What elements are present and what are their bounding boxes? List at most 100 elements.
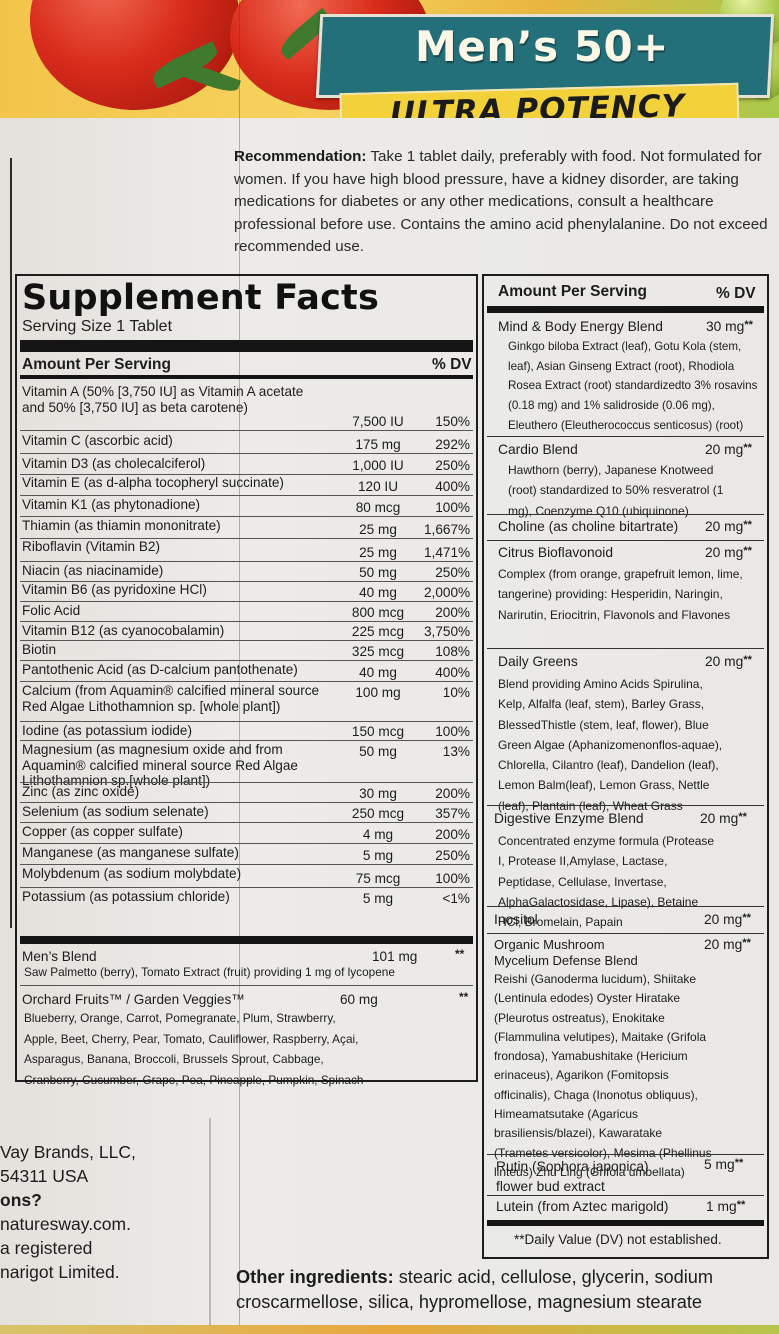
nutrient-row: Folic Acid 800 mcg 200%	[20, 603, 473, 621]
nutrient-amount: 800 mcg	[351, 605, 405, 620]
row-divider	[20, 887, 473, 888]
row-divider	[20, 453, 473, 454]
nutrient-amount: 5 mg	[362, 848, 394, 863]
nutrient-name: Inositol	[494, 912, 538, 927]
nutrient-amount: 100 mg	[355, 685, 401, 700]
nutrient-row: Biotin 325 mcg 108%	[20, 642, 473, 660]
nutrient-amount: 80 mcg	[355, 500, 401, 515]
nutrient-dv: 100%	[435, 500, 470, 515]
nutrient-name: Selenium (as sodium selenate)	[22, 804, 209, 819]
nutrient-name: Biotin	[22, 642, 57, 657]
row-divider	[20, 843, 473, 844]
nutrient-name: Vitamin C (ascorbic acid)	[22, 433, 173, 448]
blend-name: Cardio Blend	[498, 442, 578, 457]
nutrient-name: Vitamin B6 (as pyridoxine HCl)	[22, 582, 207, 597]
nutrient-name: Rutin (Sophora japonica) flower bud extr…	[496, 1159, 649, 1194]
row-divider	[487, 514, 764, 515]
blend-desc: Blend providing Amino Acids Spirulina, K…	[498, 677, 723, 813]
supplement-facts-panel: Supplement Facts Serving Size 1 Tablet A…	[15, 274, 478, 1087]
orchard-blend-dv: **	[459, 990, 469, 1004]
row-divider	[20, 474, 473, 475]
row-divider	[20, 601, 473, 602]
brand-website: naturesway.com.	[0, 1214, 131, 1234]
thick-rule	[20, 340, 473, 352]
nutrient-dv: 400%	[435, 479, 470, 494]
row-divider	[20, 495, 473, 496]
nutrient-dv: 357%	[435, 806, 470, 821]
nutrient-amount: 30 mg	[359, 786, 397, 801]
row-divider	[487, 1195, 764, 1196]
nutrient-name: Thiamin (as thiamin mononitrate)	[22, 518, 221, 533]
brand-box-edge	[209, 1118, 211, 1334]
nutrient-name: Molybdenum (as sodium molybdate)	[22, 866, 242, 881]
row-divider	[20, 561, 473, 562]
blend-amount: 20 mg**	[704, 937, 751, 952]
supplement-facts-continued: Amount Per Serving % DV Mind & Body Ener…	[482, 274, 769, 1259]
brand-info: Vay Brands, LLC, 54311 USA ons? naturesw…	[0, 1140, 235, 1284]
row-divider	[487, 805, 764, 806]
amount-per-serving-header: Amount Per Serving	[498, 283, 647, 300]
nutrient-dv: 2,000%	[424, 585, 471, 600]
nutrient-name: Magnesium (as magnesium oxide and from A…	[22, 742, 298, 788]
row-divider	[20, 430, 473, 431]
nutrient-row: Vitamin C (ascorbic acid) 175 mg 292%	[20, 433, 473, 453]
nutrient-amount: 5 mg**	[704, 1157, 744, 1172]
nutrient-name: Pantothenic Acid (as D-calcium pantothen…	[22, 662, 298, 677]
dv-header: % DV	[716, 285, 756, 302]
nutrient-dv: 1,667%	[424, 522, 471, 537]
nutrient-name: Zinc (as zinc oxide)	[22, 784, 140, 799]
nutrient-dv: 10%	[442, 685, 470, 700]
blend-name: Daily Greens	[498, 654, 578, 669]
nutrient-row: Zinc (as zinc oxide) 30 mg 200%	[20, 784, 473, 802]
nutrient-dv: 400%	[435, 665, 470, 680]
nutrient-row: Niacin (as niacinamide) 50 mg 250%	[20, 563, 473, 581]
nutrient-dv: 150%	[435, 414, 470, 429]
nutrient-amount: 4 mg	[362, 827, 394, 842]
orchard-blend-desc: Blueberry, Orange, Carrot, Pomegranate, …	[24, 1011, 364, 1087]
medium-rule	[20, 375, 473, 379]
nutrient-dv: 250%	[435, 458, 470, 473]
row-divider	[487, 906, 764, 907]
nutrient-row: Potassium (as potassium chloride) 5 mg <1%	[20, 889, 473, 907]
nutrient-dv: 100%	[435, 724, 470, 739]
blend-desc: Ginkgo biloba Extract (leaf), Gotu Kola …	[508, 340, 758, 432]
nutrient-row: Vitamin B6 (as pyridoxine HCl) 40 mg 2,000…	[20, 582, 473, 601]
nutrient-dv: 13%	[442, 744, 470, 759]
blend-desc: Complex (from orange, grapefruit lemon, …	[498, 567, 743, 622]
panel-edge-rule	[10, 158, 12, 928]
brand-line: 54311 USA	[0, 1166, 89, 1186]
nutrient-row: Thiamin (as thiamin mononitrate) 25 mg 1,6…	[20, 518, 473, 538]
nutrient-dv: <1%	[442, 891, 470, 906]
brand-line: Vay Brands, LLC,	[0, 1142, 136, 1162]
fold-line	[239, 0, 240, 1334]
nutrient-amount: 40 mg	[359, 585, 397, 600]
blend-desc: Hawthorn (berry), Japanese Knotweed (roo…	[508, 463, 724, 518]
nutrient-row: Vitamin E (as d-alpha tocopheryl succina…	[20, 475, 473, 495]
nutrient-name: Vitamin D3 (as cholecalciferol)	[22, 456, 206, 471]
blend-name: Organic Mushroom Mycelium Defense Blend	[494, 937, 638, 968]
row-divider	[487, 540, 764, 541]
mens-blend-dv: **	[455, 947, 465, 961]
row-divider	[20, 681, 473, 682]
nutrient-name: Manganese (as manganese sulfate)	[22, 845, 239, 860]
row-divider	[20, 621, 473, 622]
nutrient-name: Calcium (from Aquamin® calcified mineral…	[22, 683, 320, 714]
row-divider	[487, 648, 764, 649]
nutrient-name: Riboflavin (Vitamin B2)	[22, 539, 161, 554]
recommendation-text: Recommendation: Take 1 tablet daily, pre…	[234, 146, 774, 259]
nutrient-name: Niacin (as niacinamide)	[22, 563, 164, 578]
other-ingredients: Other ingredients: stearic acid, cellulo…	[236, 1265, 776, 1315]
nutrient-dv: 250%	[435, 565, 470, 580]
orchard-blend-name: Orchard Fruits™ / Garden Veggies™	[22, 992, 245, 1007]
nutrient-name: Lutein (from Aztec marigold)	[496, 1199, 669, 1214]
nutrient-amount: 150 mcg	[351, 724, 405, 739]
nutrient-row: Calcium (from Aquamin® calcified mineral…	[20, 683, 473, 721]
row-divider	[487, 436, 764, 437]
nutrient-dv: 1,471%	[424, 545, 471, 560]
bottom-strip	[0, 1325, 779, 1334]
nutrient-amount: 20 mg**	[705, 519, 752, 534]
nutrient-dv: 3,750%	[424, 624, 471, 639]
blend-amount: 20 mg**	[700, 811, 747, 826]
row-divider	[20, 740, 473, 741]
nutrient-dv: 200%	[435, 786, 470, 801]
